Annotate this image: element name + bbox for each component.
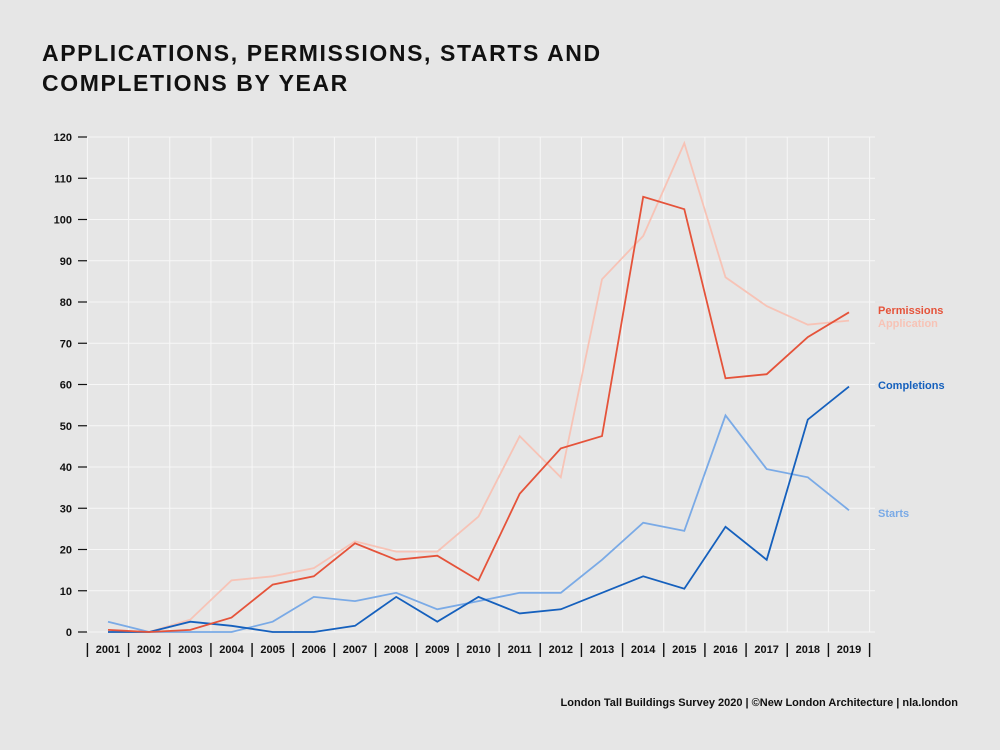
y-tick-label: 60 — [60, 380, 72, 392]
x-axis: 2001 2002 2003 2004 2005 2006 2007 2008 2009 2010… — [86, 643, 871, 657]
x-tick-label: 2017 — [754, 644, 778, 656]
x-tick-label: 2010 — [466, 644, 490, 656]
x-tick-label: 2007 — [343, 644, 367, 656]
y-tick-label: 0 — [66, 627, 72, 639]
y-tick-label: 50 — [60, 421, 72, 433]
y-tick-label: 10 — [60, 586, 72, 598]
x-tick-label: 2012 — [549, 644, 573, 656]
series-label-application: Application — [878, 318, 938, 330]
series-label-permissions: Permissions — [878, 305, 943, 317]
chart-title-line-2: COMPLETIONS BY YEAR — [42, 70, 349, 96]
series-label-completions: Completions — [878, 380, 945, 392]
x-tick-label: 2015 — [672, 644, 696, 656]
chart-title-line-1: APPLICATIONS, PERMISSIONS, STARTS AND — [42, 40, 602, 66]
series-lines — [107, 140, 850, 633]
x-tick-label: 2011 — [508, 644, 532, 656]
source-footer: London Tall Buildings Survey 2020 | ©New… — [560, 697, 958, 709]
x-tick-label: 2009 — [425, 644, 449, 656]
series-line-completions — [108, 385, 850, 633]
series-line-application — [108, 140, 850, 633]
chart-title: APPLICATIONS, PERMISSIONS, STARTS AND CO… — [42, 38, 742, 98]
x-tick-label: 2004 — [219, 644, 244, 656]
y-tick-label: 80 — [60, 297, 72, 309]
x-tick-label: 2005 — [260, 644, 284, 656]
y-tick-label: 90 — [60, 256, 72, 268]
y-axis: 0 10 20 30 40 50 60 70 80 90 100 110 120 — [54, 132, 87, 639]
series-label-starts: Starts — [878, 508, 909, 520]
x-tick-label: 2019 — [837, 644, 861, 656]
gridlines — [86, 136, 875, 633]
x-tick-label: 2014 — [631, 644, 656, 656]
series-labels: Application Starts Completions Permissions — [878, 305, 945, 520]
x-tick-label: 2016 — [713, 644, 737, 656]
series-line-permissions — [107, 195, 850, 633]
x-tick-label: 2002 — [137, 644, 161, 656]
y-tick-label: 110 — [54, 173, 72, 185]
series-line-starts — [107, 413, 850, 633]
x-tick-label: 2001 — [96, 644, 120, 656]
x-tick-label: 2018 — [796, 644, 820, 656]
y-tick-label: 30 — [60, 503, 72, 515]
x-tick-label: 2008 — [384, 644, 408, 656]
y-tick-label: 120 — [54, 132, 72, 144]
x-tick-label: 2013 — [590, 644, 614, 656]
y-tick-label: 70 — [60, 338, 72, 350]
x-tick-label: 2003 — [178, 644, 202, 656]
x-tick-label: 2006 — [302, 644, 326, 656]
y-tick-label: 20 — [60, 545, 72, 557]
y-tick-label: 40 — [60, 462, 72, 474]
y-tick-label: 100 — [54, 215, 72, 227]
